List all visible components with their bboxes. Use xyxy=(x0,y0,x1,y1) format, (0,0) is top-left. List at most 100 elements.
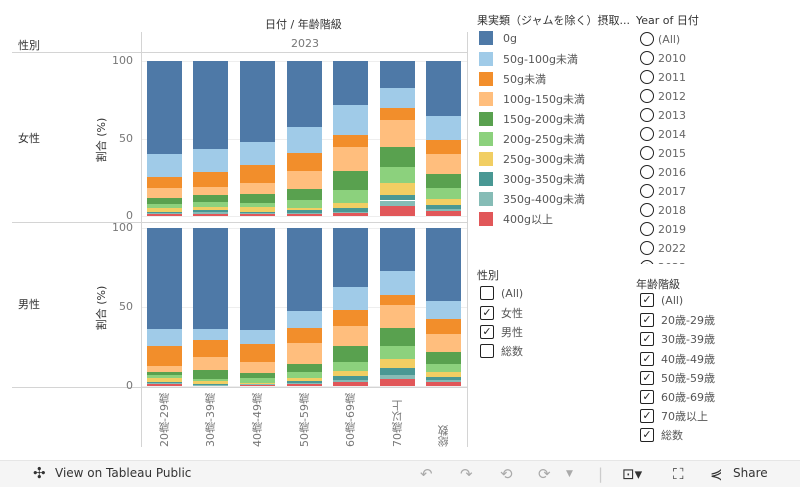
bar-segment[interactable] xyxy=(147,214,182,216)
gender_filter-checkbox[interactable]: ✓ 男性 xyxy=(480,324,523,340)
bar-segment[interactable] xyxy=(147,383,182,384)
share-icon[interactable]: ⋞ xyxy=(710,465,723,483)
bar-segment[interactable] xyxy=(380,194,415,201)
bar-segment[interactable] xyxy=(380,108,415,121)
undo-icon[interactable]: ↶ xyxy=(420,465,433,483)
bar-segment[interactable] xyxy=(287,213,322,214)
gender_filter-checkbox[interactable]: ✓ 女性 xyxy=(480,305,523,321)
bar-segment[interactable] xyxy=(287,213,322,216)
bar-segment[interactable] xyxy=(380,368,415,376)
year-radio-option[interactable]: 2014 xyxy=(640,127,686,141)
bar-segment[interactable] xyxy=(193,385,228,386)
bar-segment[interactable] xyxy=(426,211,461,216)
bar-segment[interactable] xyxy=(240,213,275,215)
bar-segment[interactable] xyxy=(193,357,228,371)
bar-segment[interactable] xyxy=(193,187,228,195)
bar-segment[interactable] xyxy=(333,362,368,372)
legend-item[interactable]: 350g-400g未満 xyxy=(479,191,585,207)
bar-segment[interactable] xyxy=(193,149,228,172)
bar-segment[interactable] xyxy=(380,379,415,386)
bar-segment[interactable] xyxy=(193,381,228,385)
bar-segment[interactable] xyxy=(426,376,461,380)
bar-segment[interactable] xyxy=(287,383,322,386)
legend-item[interactable]: 100g-150g未満 xyxy=(479,91,585,107)
bar-segment[interactable] xyxy=(426,334,461,353)
year-radio-option[interactable]: 2022 xyxy=(640,241,686,255)
bar-segment[interactable] xyxy=(240,373,275,378)
bar-segment[interactable] xyxy=(147,383,182,386)
bar-segment[interactable] xyxy=(380,88,415,109)
revert-icon[interactable]: ⟲ xyxy=(500,465,513,483)
bar-segment[interactable] xyxy=(380,147,415,167)
bar-segment[interactable] xyxy=(287,364,322,372)
legend-item[interactable]: 50g未満 xyxy=(479,71,546,87)
bar-segment[interactable] xyxy=(240,207,275,213)
bar-segment[interactable] xyxy=(287,153,322,171)
bar-segment[interactable] xyxy=(147,208,182,213)
bar-segment[interactable] xyxy=(426,371,461,377)
bar-segment[interactable] xyxy=(380,346,415,360)
bar-segment[interactable] xyxy=(287,371,322,378)
bar-segment[interactable] xyxy=(333,212,368,216)
bar-segment[interactable] xyxy=(380,270,415,295)
bar-segment[interactable] xyxy=(240,183,275,194)
legend-item[interactable]: 150g-200g未満 xyxy=(479,111,585,127)
bar-segment[interactable] xyxy=(147,228,182,330)
bar-segment[interactable] xyxy=(193,210,228,213)
bar-segment[interactable] xyxy=(240,383,275,386)
bar-segment[interactable] xyxy=(426,205,461,210)
age_filter-checkbox[interactable]: ✓ (All) xyxy=(640,293,683,307)
bar-segment[interactable] xyxy=(193,370,228,380)
legend-item[interactable]: 50g-100g未満 xyxy=(479,51,578,67)
bar-segment[interactable] xyxy=(333,382,368,386)
year-radio-option[interactable]: 2017 xyxy=(640,184,686,198)
bar-segment[interactable] xyxy=(193,384,228,385)
year-radio-option[interactable]: 2013 xyxy=(640,108,686,122)
bar-segment[interactable] xyxy=(147,346,182,367)
bar-segment[interactable] xyxy=(426,228,461,301)
bar-segment[interactable] xyxy=(333,61,368,105)
bar-segment[interactable] xyxy=(380,375,415,380)
bar-segment[interactable] xyxy=(333,211,368,213)
year-radio-option[interactable]: 2019 xyxy=(640,222,686,236)
bar-segment[interactable] xyxy=(240,202,275,208)
bar-segment[interactable] xyxy=(380,328,415,347)
gender_filter-checkbox[interactable]: (All) xyxy=(480,286,523,300)
bar-segment[interactable] xyxy=(380,182,415,195)
bar-segment[interactable] xyxy=(380,61,415,89)
bar-segment[interactable] xyxy=(287,382,322,384)
bar-segment[interactable] xyxy=(380,206,415,216)
bar-segment[interactable] xyxy=(287,380,322,383)
bar-segment[interactable] xyxy=(333,208,368,212)
gender_filter-checkbox[interactable]: 総数 xyxy=(480,343,523,359)
refresh-icon[interactable]: ⟳ xyxy=(538,465,551,483)
bar-segment[interactable] xyxy=(380,120,415,148)
bar-segment[interactable] xyxy=(333,203,368,209)
bar-segment[interactable] xyxy=(333,228,368,287)
bar-segment[interactable] xyxy=(380,294,415,306)
age_filter-checkbox[interactable]: ✓ 40歳-49歳 xyxy=(640,351,715,367)
bar-segment[interactable] xyxy=(287,210,322,214)
year-radio-option[interactable]: 2011 xyxy=(640,70,686,84)
bar-segment[interactable] xyxy=(147,378,182,383)
bar-segment[interactable] xyxy=(287,199,322,209)
bar-segment[interactable] xyxy=(240,382,275,384)
bar-segment[interactable] xyxy=(193,340,228,358)
bar-segment[interactable] xyxy=(426,352,461,364)
tableau-logo-icon[interactable]: ✣ xyxy=(33,464,46,482)
bar-segment[interactable] xyxy=(287,189,322,200)
year-radio-option[interactable]: 2012 xyxy=(640,89,686,103)
bar-segment[interactable] xyxy=(240,377,275,383)
bar-segment[interactable] xyxy=(287,328,322,344)
bar-segment[interactable] xyxy=(240,228,275,331)
bar-segment[interactable] xyxy=(193,61,228,150)
age_filter-checkbox[interactable]: ✓ 総数 xyxy=(640,427,683,443)
bar-segment[interactable] xyxy=(426,198,461,206)
year-radio-option[interactable]: 2018 xyxy=(640,203,686,217)
bar-segment[interactable] xyxy=(193,228,228,330)
year-radio-option[interactable]: 2010 xyxy=(640,51,686,65)
bar-segment[interactable] xyxy=(426,300,461,320)
bar-segment[interactable] xyxy=(287,377,322,381)
age_filter-checkbox[interactable]: ✓ 20歳-29歳 xyxy=(640,312,715,328)
year-radio-option[interactable]: 2015 xyxy=(640,146,686,160)
